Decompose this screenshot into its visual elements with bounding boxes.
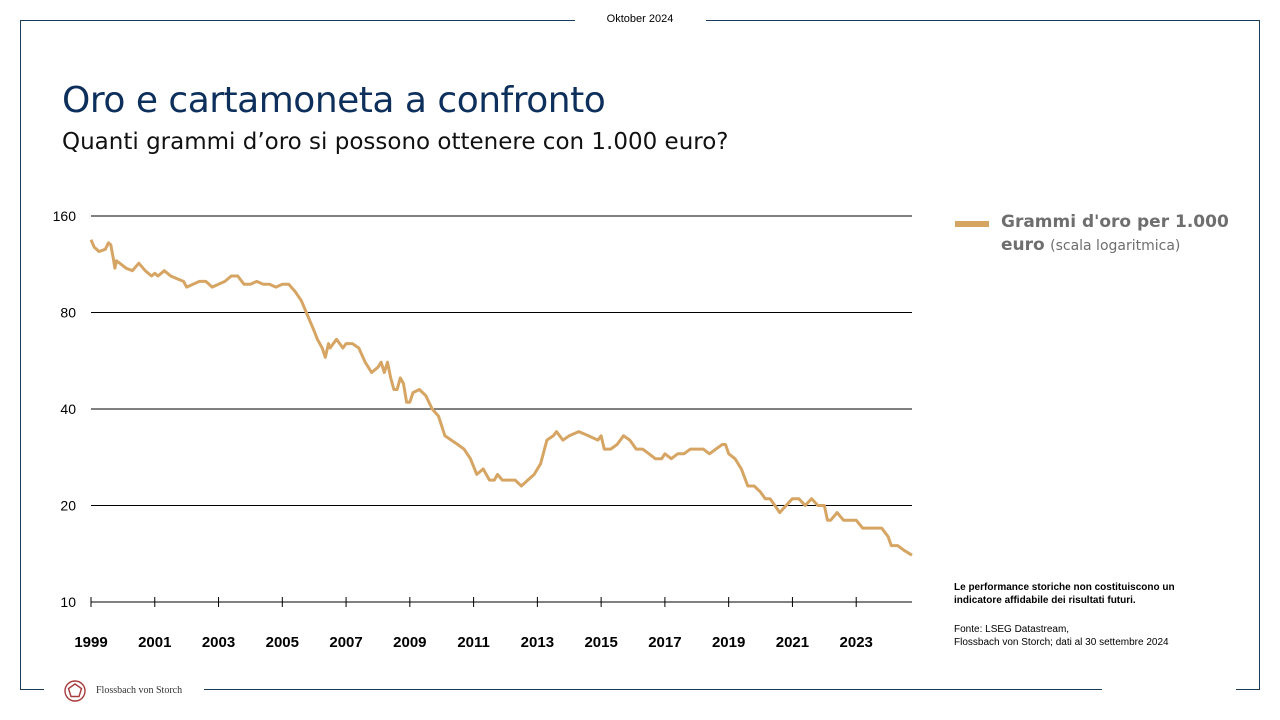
x-axis (90, 597, 912, 607)
x-tick-label-2009: 2009 (393, 634, 426, 651)
source-line-2: Flossbach von Storch; dati al 30 settemb… (954, 637, 1169, 648)
page-title: Oro e cartamoneta a confronto (62, 80, 606, 121)
frame-bottom-mid (204, 689, 1102, 690)
x-tick-label-2013: 2013 (521, 634, 554, 651)
y-tick-labels: 10 20 40 80 160 (53, 208, 77, 610)
x-tick-label-2015: 2015 (584, 634, 617, 651)
x-tick-label-2023: 2023 (840, 634, 873, 651)
x-tick-label-2021: 2021 (776, 634, 809, 651)
y-tick-label-40: 40 (60, 401, 76, 417)
x-tick-label-2001: 2001 (138, 634, 171, 651)
frame-bottom-right (1236, 689, 1260, 690)
legend-label: Grammi d'oro per 1.000 euro (scala logar… (1001, 211, 1241, 258)
x-tick-label-2007: 2007 (329, 634, 362, 651)
brand-logo-icon (64, 680, 86, 702)
disclaimer: Le performance storiche non costituiscon… (954, 582, 1175, 606)
frame-left (20, 20, 21, 690)
y-tick-label-160: 160 (53, 208, 77, 224)
y-tick-label-80: 80 (60, 305, 76, 321)
y-tick-label-10: 10 (60, 594, 76, 610)
source-note: Fonte: LSEG Datastream, Flossbach von St… (954, 623, 1224, 649)
legend-label-note: (scala logaritmica) (1050, 238, 1181, 254)
frame-bottom-left (20, 689, 44, 690)
x-tick-label-1999: 1999 (74, 634, 107, 651)
x-tick-label-2017: 2017 (648, 634, 681, 651)
series-line-gold-grams (89, 239, 913, 557)
frame-right (1259, 20, 1260, 690)
source-line-1: Fonte: LSEG Datastream, (954, 624, 1070, 635)
x-tick-label-2019: 2019 (712, 634, 745, 651)
report-date: Oktober 2024 (606, 13, 674, 25)
x-tick-label-2003: 2003 (202, 634, 235, 651)
grid-lines (91, 215, 912, 506)
legend-label-main: Grammi d'oro per 1.000 euro (1001, 212, 1229, 255)
frame-top-left (20, 20, 575, 21)
legend-swatch (955, 221, 989, 227)
x-tick-label-2005: 2005 (266, 634, 299, 651)
page-subtitle: Quanti grammi d’oro si possono ottenere … (62, 129, 729, 155)
x-tick-label-2011: 2011 (457, 634, 490, 651)
x-tick-labels: 1999 2001 2003 2005 2007 2009 2011 2013 2015 2017… (74, 634, 873, 651)
brand-name: Flossbach von Storch (96, 685, 183, 696)
y-tick-label-20: 20 (60, 498, 76, 514)
frame-top-right (706, 20, 1260, 21)
